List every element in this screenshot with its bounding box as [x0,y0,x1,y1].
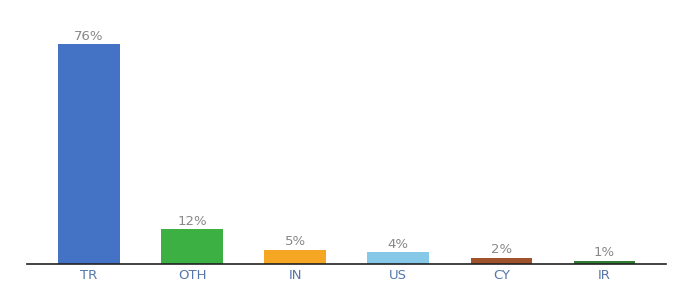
Text: 5%: 5% [285,235,306,248]
Text: 2%: 2% [491,244,512,256]
Bar [367,252,429,264]
Bar [265,250,326,264]
Bar [471,258,532,264]
Text: 1%: 1% [594,246,615,260]
Bar [58,44,120,264]
Text: 4%: 4% [388,238,409,251]
Bar [574,261,636,264]
Bar [161,229,223,264]
Text: 76%: 76% [74,29,104,43]
Text: 12%: 12% [177,214,207,228]
